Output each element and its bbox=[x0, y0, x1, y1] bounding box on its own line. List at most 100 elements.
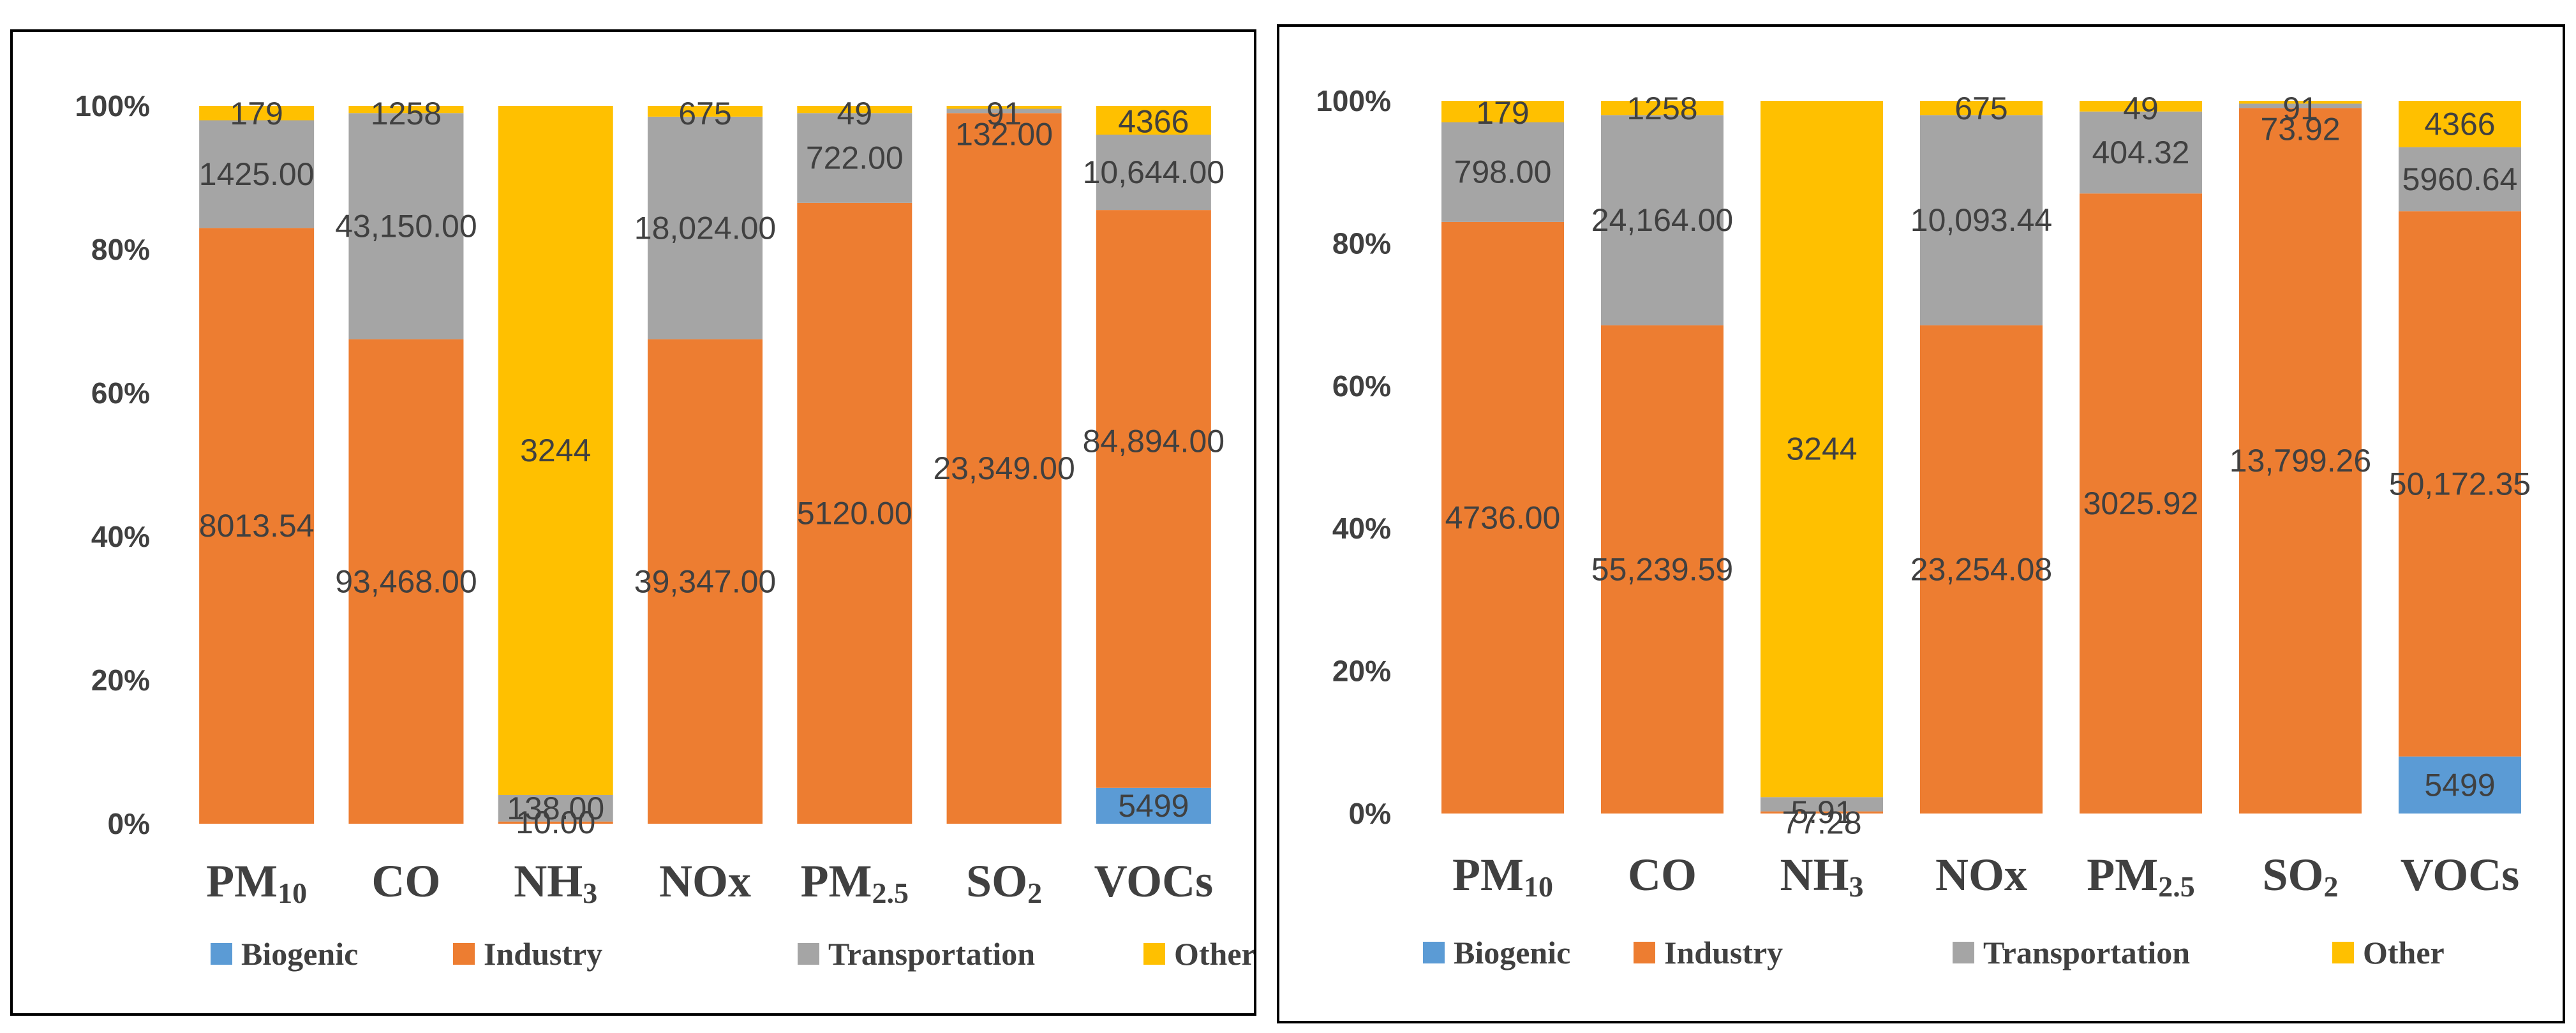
data-label: 10,644.00 bbox=[1083, 154, 1225, 190]
data-label: 5120.00 bbox=[797, 495, 912, 531]
legend-swatch-transportation bbox=[798, 943, 819, 965]
bar-segment-industry bbox=[1096, 210, 1211, 788]
bar-segment-industry bbox=[348, 339, 464, 824]
data-label: 93,468.00 bbox=[335, 563, 477, 599]
data-label: 1258 bbox=[1627, 91, 1697, 126]
bar-segment-other bbox=[2399, 101, 2521, 147]
x-tick-base: VOCs bbox=[1094, 856, 1214, 907]
y-tick-label: 60% bbox=[1332, 369, 1391, 403]
bar-segment-industry bbox=[498, 821, 613, 824]
legend-label-industry: Industry bbox=[484, 936, 602, 972]
bar-segment-transportation bbox=[797, 113, 912, 203]
bar-segment-other bbox=[2239, 101, 2362, 104]
x-tick-label: PM2.5 bbox=[2087, 849, 2194, 903]
data-label: 49 bbox=[837, 96, 872, 131]
bar-segment-other bbox=[1920, 101, 2043, 115]
data-label: 404.32 bbox=[2092, 135, 2190, 170]
bar-segment-other bbox=[1441, 101, 1564, 123]
data-label: 91 bbox=[2282, 91, 2318, 126]
x-tick-base: CO bbox=[371, 856, 440, 907]
x-tick-subscript: 3 bbox=[1849, 870, 1864, 903]
data-label: 13,799.26 bbox=[2230, 443, 2371, 479]
bar-segment-transportation bbox=[1096, 135, 1211, 211]
legend-swatch-industry bbox=[453, 943, 475, 965]
x-tick-base: NOx bbox=[659, 856, 751, 907]
bar-segment-transportation bbox=[1761, 797, 1883, 812]
data-label: 722.00 bbox=[806, 140, 904, 176]
data-label: 8013.54 bbox=[199, 508, 315, 544]
data-label: 18,024.00 bbox=[634, 210, 776, 246]
x-tick-label: SO2 bbox=[966, 856, 1042, 909]
x-tick-label: VOCs bbox=[2401, 849, 2520, 900]
bar-segment-biogenic bbox=[2399, 756, 2521, 814]
bar-segment-other bbox=[946, 106, 1062, 109]
x-tick-subscript: 3 bbox=[583, 877, 597, 909]
data-label: 5499 bbox=[1118, 788, 1189, 824]
y-tick-label: 40% bbox=[91, 520, 150, 553]
legend-label-biogenic: Biogenic bbox=[1454, 935, 1570, 970]
data-label: 10.00 bbox=[516, 805, 595, 840]
x-tick-label: SO2 bbox=[2262, 849, 2338, 903]
data-label: 5960.64 bbox=[2402, 161, 2518, 197]
x-tick-label: CO bbox=[1628, 849, 1697, 900]
x-tick-label: NOx bbox=[659, 856, 751, 907]
data-label: 798.00 bbox=[1454, 154, 1552, 190]
legend-label-industry: Industry bbox=[1664, 935, 1783, 970]
chart-panel-right: 0% 20% 40% 60% 80% 100% 4736.00 798.00 179 55,239… bbox=[1277, 24, 2565, 1023]
data-label: 24,164.00 bbox=[1591, 202, 1733, 238]
legend-swatch-other bbox=[2332, 942, 2354, 963]
bar-segment-biogenic bbox=[1096, 787, 1211, 824]
bar-segment-transportation bbox=[348, 113, 464, 339]
y-tick-label: 80% bbox=[1332, 227, 1391, 260]
data-label: 55,239.59 bbox=[1591, 551, 1733, 587]
data-label: 1258 bbox=[371, 96, 442, 131]
data-label: 39,347.00 bbox=[634, 563, 776, 599]
bar-segment-industry bbox=[199, 228, 315, 824]
legend-label-other: Other bbox=[1174, 936, 1254, 972]
data-label: 4366 bbox=[2424, 106, 2495, 142]
x-tick-base: NH bbox=[514, 856, 583, 907]
bar-segment-transportation bbox=[648, 116, 763, 339]
data-label: 3025.92 bbox=[2083, 486, 2199, 521]
bar-segment-other bbox=[648, 106, 763, 117]
legend-label-other: Other bbox=[2363, 935, 2445, 970]
bar-segment-industry bbox=[1441, 221, 1564, 814]
bar-segment-other bbox=[1601, 101, 1724, 115]
x-tick-label: PM10 bbox=[1452, 849, 1553, 903]
bar-segment-industry bbox=[2239, 108, 2362, 814]
legend-swatch-other bbox=[1143, 943, 1165, 965]
x-tick-label: NOx bbox=[1935, 849, 2027, 900]
stacked-bar-chart-left: 0% 20% 40% 60% 80% 100% 8013.54 1425.00 179 93,46… bbox=[75, 89, 1255, 972]
bar-segment-industry bbox=[1920, 325, 2043, 814]
data-label: 4366 bbox=[1118, 104, 1189, 140]
data-label: 179 bbox=[1476, 95, 1529, 131]
x-tick-subscript: 10 bbox=[1524, 870, 1553, 903]
bar-segment-industry bbox=[946, 113, 1062, 824]
y-tick-label: 40% bbox=[1332, 512, 1391, 545]
legend-label-transportation: Transportation bbox=[828, 936, 1035, 972]
bar-segment-other bbox=[1761, 101, 1883, 798]
x-tick-label: PM10 bbox=[206, 856, 307, 909]
data-label: 132.00 bbox=[955, 117, 1053, 152]
x-tick-base: PM bbox=[2087, 849, 2158, 900]
data-label: 77.28 bbox=[1782, 805, 1861, 840]
bar-segment-transportation bbox=[199, 120, 315, 228]
x-tick-base: PM bbox=[801, 856, 872, 907]
data-label: 675 bbox=[678, 96, 731, 131]
x-tick-label: PM2.5 bbox=[801, 856, 909, 909]
bar-segment-other bbox=[199, 106, 315, 121]
bar-segment-transportation bbox=[1441, 122, 1564, 222]
data-label: 43,150.00 bbox=[335, 208, 477, 244]
bar-segment-other bbox=[2080, 101, 2202, 112]
x-tick-base: CO bbox=[1628, 849, 1697, 900]
x-tick-subscript: 2 bbox=[2324, 870, 2339, 903]
y-tick-label: 60% bbox=[91, 376, 150, 410]
bar-segment-industry bbox=[1601, 325, 1724, 814]
data-label: 50,172.35 bbox=[2389, 466, 2531, 502]
bar-segment-transportation bbox=[1601, 115, 1724, 325]
data-label: 675 bbox=[1954, 91, 2007, 126]
y-tick-label: 100% bbox=[1316, 84, 1391, 117]
bar-segment-other bbox=[797, 106, 912, 114]
data-label: 138.00 bbox=[507, 791, 604, 826]
data-label: 91 bbox=[986, 96, 1022, 131]
